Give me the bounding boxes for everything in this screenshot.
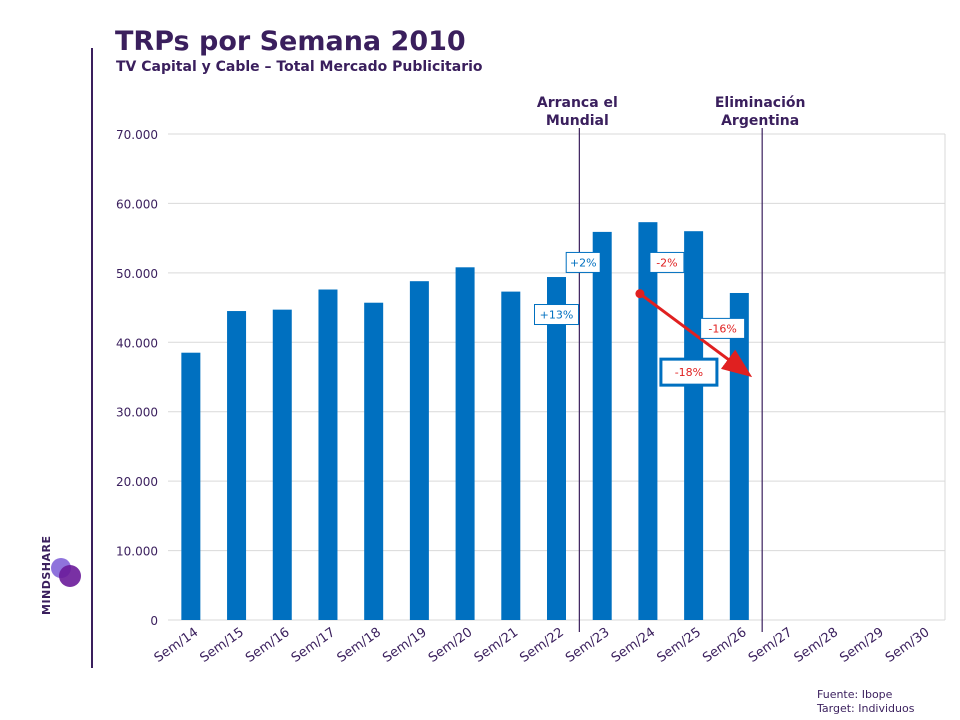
- y-tick-label: 50.000: [116, 267, 158, 281]
- trend-arrow: [639, 292, 753, 378]
- y-tick-label: 60.000: [116, 197, 158, 211]
- y-tick-label: 30.000: [116, 406, 158, 420]
- x-tick-label: Sem/25: [654, 625, 703, 666]
- x-tick-label: Sem/26: [700, 625, 749, 666]
- y-tick-label: 0: [150, 614, 158, 628]
- annotation-box: [649, 251, 685, 273]
- source-line: Fuente: Ibope: [817, 688, 893, 701]
- bar: [227, 311, 247, 620]
- annotation-box: [565, 251, 601, 273]
- annotation-label: +2%: [570, 256, 597, 269]
- brand-logo-icon: [51, 558, 81, 587]
- x-tick-label: Sem/27: [746, 625, 795, 666]
- event-label: Mundial: [546, 113, 609, 129]
- y-tick-label: 20.000: [116, 475, 158, 489]
- bar: [592, 231, 612, 620]
- bar: [272, 309, 292, 620]
- x-tick-label: Sem/16: [243, 625, 292, 666]
- source-note: Fuente: Ibope Target: Individuos: [817, 688, 914, 716]
- x-tick-label: Sem/30: [883, 625, 932, 666]
- annotation-box: [700, 317, 746, 339]
- x-tick-label: Sem/14: [152, 625, 201, 666]
- chart-title: TRPs por Semana 2010: [115, 26, 466, 57]
- annotation-label: -18%: [675, 366, 703, 379]
- bar: [684, 231, 704, 620]
- x-tick-label: Sem/22: [517, 625, 566, 666]
- annotation-box: [534, 304, 579, 326]
- x-tick-label: Sem/19: [380, 625, 429, 666]
- x-tick-label: Sem/23: [563, 625, 612, 666]
- bar: [501, 291, 521, 620]
- annotation-label: +13%: [540, 309, 574, 322]
- x-tick-label: Sem/15: [197, 625, 246, 666]
- chart-subtitle: TV Capital y Cable – Total Mercado Publi…: [116, 59, 483, 75]
- event-label: Arranca el: [537, 95, 618, 111]
- y-tick-label: 70.000: [116, 128, 158, 142]
- x-tick-label: Sem/24: [609, 625, 658, 666]
- bar: [729, 292, 749, 620]
- x-tick-label: Sem/28: [792, 625, 841, 666]
- y-tick-label: 10.000: [116, 545, 158, 559]
- bar: [364, 302, 384, 620]
- x-tick-label: Sem/20: [426, 625, 475, 666]
- annotation-label: -16%: [708, 322, 736, 335]
- x-tick-label: Sem/21: [472, 625, 521, 666]
- trend-start-dot: [635, 289, 645, 299]
- bar: [318, 289, 338, 620]
- bar: [455, 267, 475, 620]
- x-tick-label: Sem/17: [289, 625, 338, 666]
- bar: [181, 352, 201, 620]
- event-label: Eliminación: [715, 95, 806, 111]
- target-line: Target: Individuos: [817, 702, 915, 715]
- event-label: Argentina: [721, 113, 799, 129]
- annotation-label: -2%: [656, 256, 677, 269]
- bar: [547, 277, 566, 620]
- bar: [638, 222, 658, 620]
- x-tick-label: Sem/18: [335, 625, 384, 666]
- brand-divider: [91, 48, 93, 668]
- bar: [409, 281, 429, 620]
- x-tick-label: Sem/29: [837, 625, 886, 666]
- y-tick-label: 40.000: [116, 336, 158, 350]
- annotation-box: [659, 357, 719, 387]
